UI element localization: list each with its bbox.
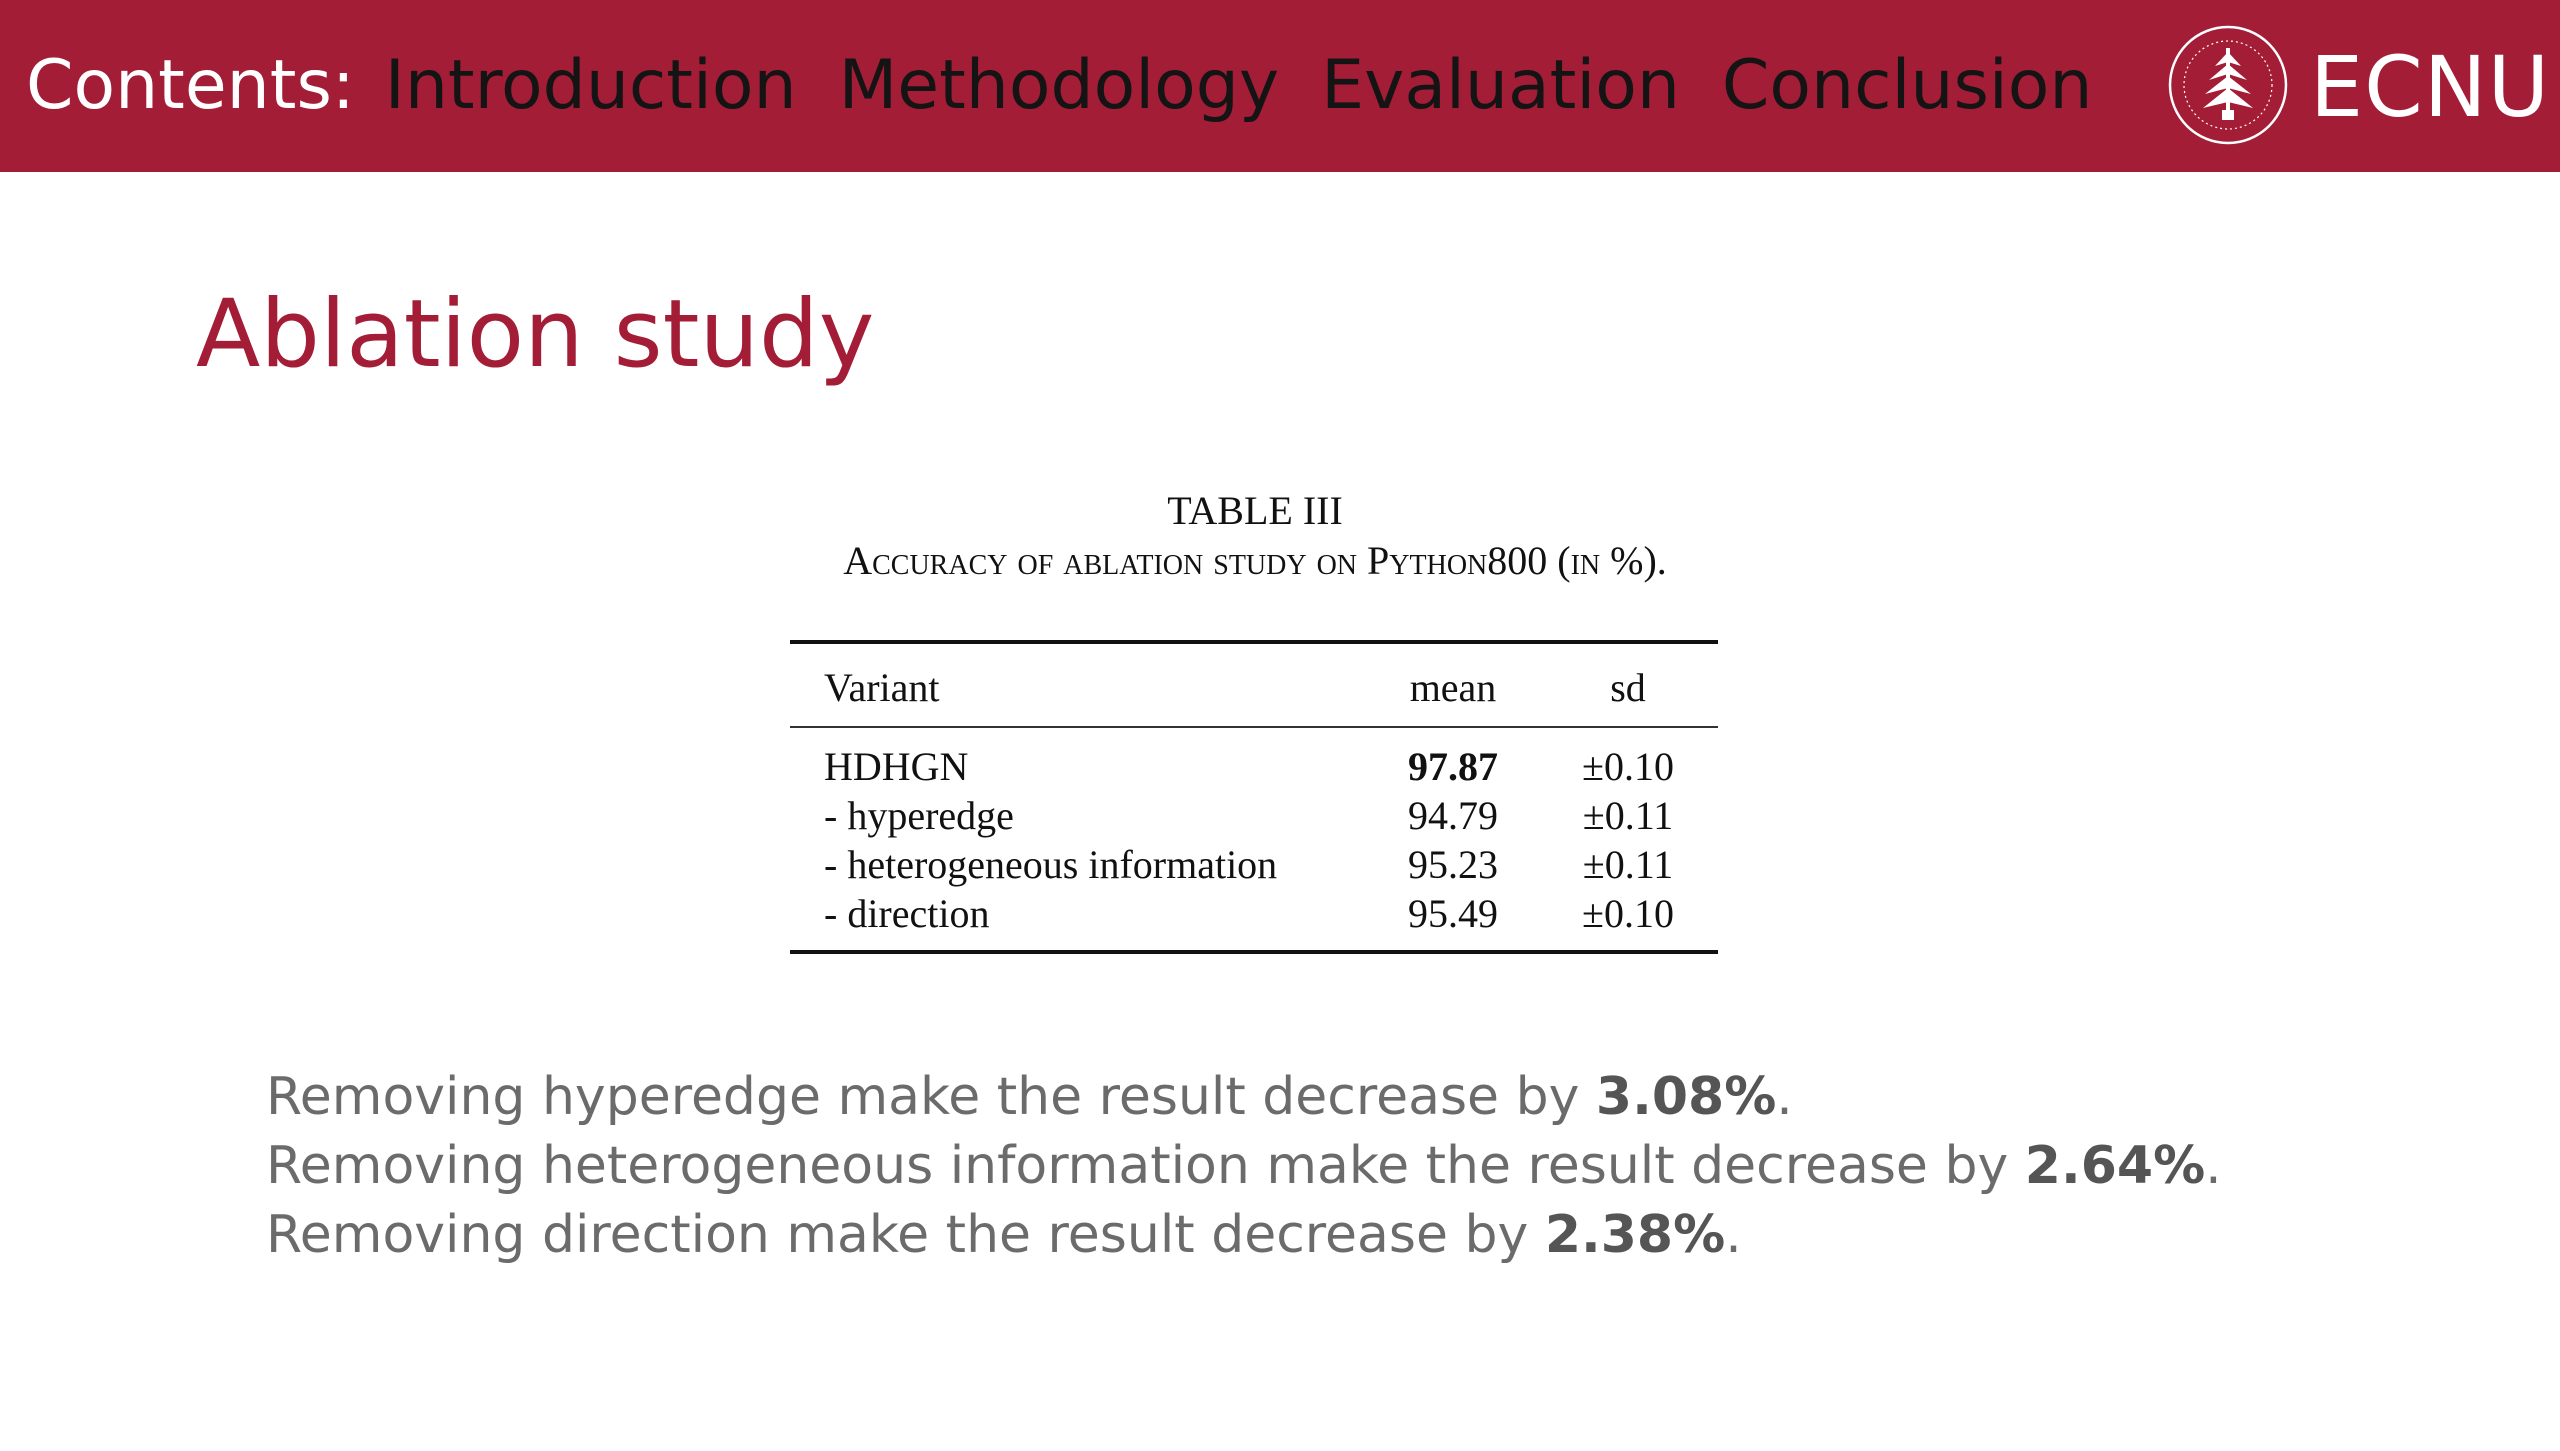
sd-cell: ±0.10 [1582, 744, 1674, 789]
finding-suffix: . [2205, 1136, 2222, 1196]
mean-cell: 95.23 [1408, 842, 1498, 887]
column-header-sd: sd [1538, 642, 1718, 728]
variant-cell: - direction [824, 891, 990, 936]
finding-value: 2.64% [2024, 1136, 2206, 1196]
column-header-variant: Variant [790, 642, 1368, 728]
finding-suffix: . [1725, 1205, 1742, 1265]
variant-cell: HDHGN [824, 744, 969, 789]
table-row: - heterogeneous information 95.23 ±0.11 [790, 840, 1718, 889]
sd-cell: ±0.11 [1582, 793, 1674, 838]
ecnu-seal-icon [2168, 25, 2288, 145]
slide-title: Ablation study [196, 280, 875, 389]
mean-cell: 97.87 [1408, 744, 1498, 789]
variant-cell: - heterogeneous information [824, 842, 1278, 887]
contents-nav: Contents: Introduction Methodology Evalu… [26, 36, 2093, 136]
finding-line: Removing direction make the result decre… [266, 1201, 2222, 1270]
table-row: - direction 95.49 ±0.10 [790, 889, 1718, 952]
table-header-row: Variant mean sd [790, 642, 1718, 728]
finding-line: Removing heterogeneous information make … [266, 1132, 2222, 1201]
nav-item-introduction[interactable]: Introduction [384, 46, 797, 125]
sd-cell: ±0.10 [1582, 891, 1674, 936]
variant-cell: - hyperedge [824, 793, 1014, 838]
column-header-mean: mean [1368, 642, 1538, 728]
brand-wordmark: ECNU [2310, 38, 2551, 136]
finding-suffix: . [1776, 1067, 1793, 1127]
finding-text: Removing heterogeneous information make … [266, 1136, 2025, 1196]
table-caption: Accuracy of ablation study on Python800 … [843, 538, 1667, 583]
mean-cell: 94.79 [1408, 793, 1498, 838]
ablation-table-container: Variant mean sd HDHGN 97.87 ±0.10 - hype… [790, 640, 1718, 954]
header-bar: Contents: Introduction Methodology Evalu… [0, 0, 2560, 172]
sd-cell: ±0.11 [1582, 842, 1674, 887]
contents-label: Contents: [26, 46, 355, 125]
finding-text: Removing direction make the result decre… [266, 1205, 1545, 1265]
table-number: TABLE III [1167, 488, 1343, 533]
findings-list: Removing hyperedge make the result decre… [266, 1063, 2222, 1270]
ablation-table: Variant mean sd HDHGN 97.87 ±0.10 - hype… [790, 640, 1718, 954]
nav-item-methodology[interactable]: Methodology [838, 46, 1280, 125]
finding-text: Removing hyperedge make the result decre… [266, 1067, 1596, 1127]
finding-line: Removing hyperedge make the result decre… [266, 1063, 2222, 1132]
table-row: - hyperedge 94.79 ±0.11 [790, 791, 1718, 840]
nav-item-conclusion[interactable]: Conclusion [1721, 46, 2093, 125]
mean-cell: 95.49 [1408, 891, 1498, 936]
finding-value: 3.08% [1595, 1067, 1777, 1127]
table-row: HDHGN 97.87 ±0.10 [790, 727, 1718, 791]
nav-item-evaluation[interactable]: Evaluation [1321, 46, 1680, 125]
finding-value: 2.38% [1544, 1205, 1726, 1265]
